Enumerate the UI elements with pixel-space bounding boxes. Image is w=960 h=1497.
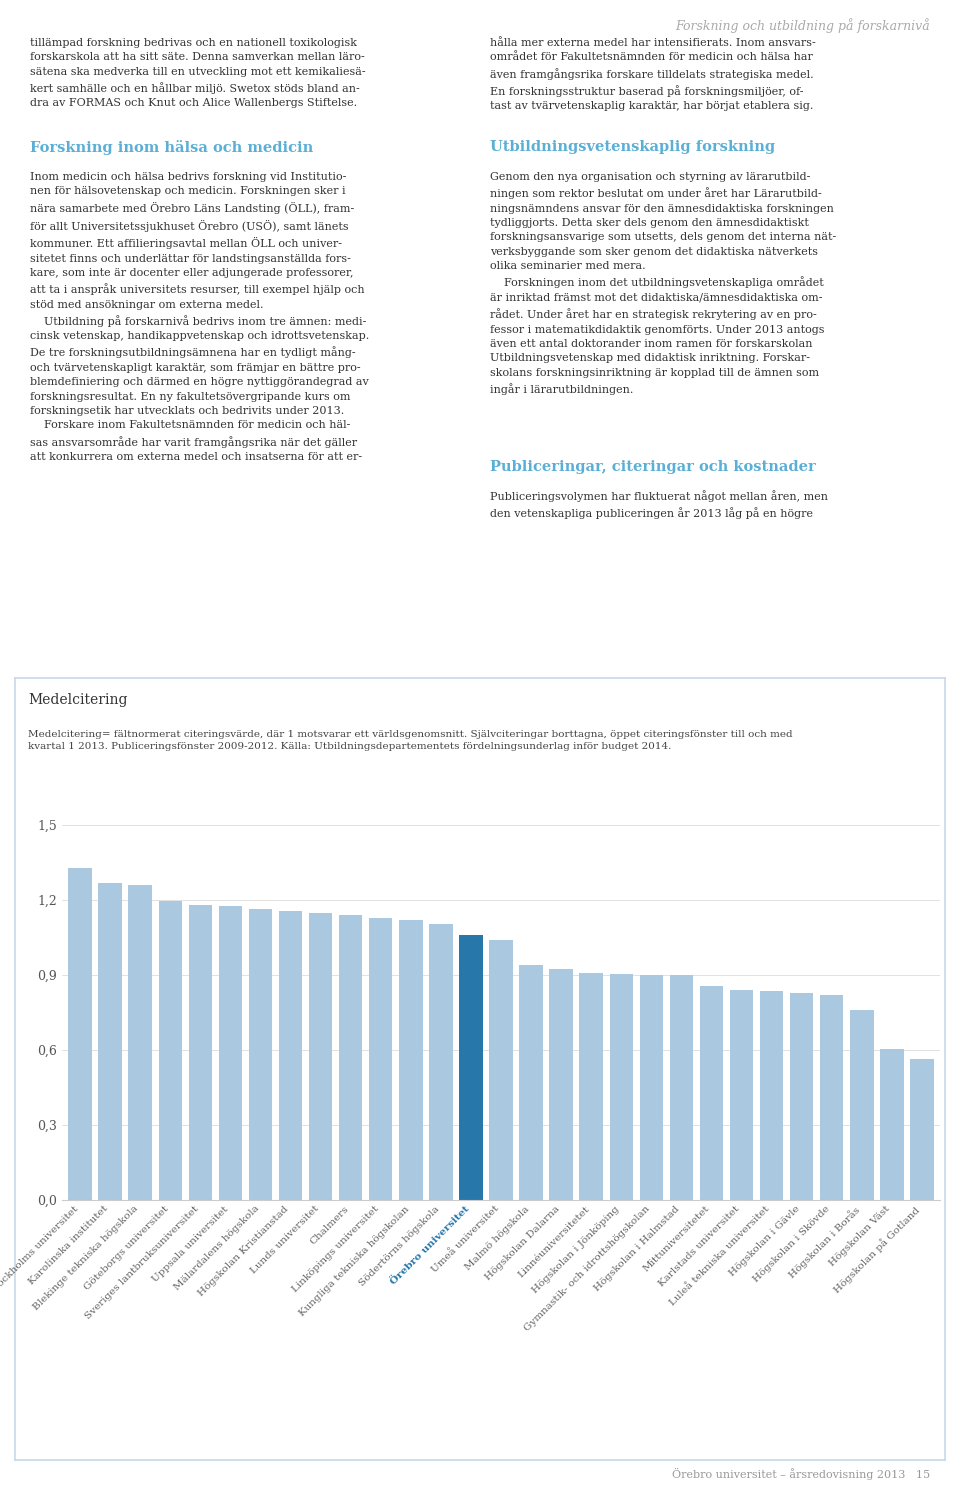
Text: Publiceringar, citeringar och kostnader: Publiceringar, citeringar och kostnader [490, 460, 816, 475]
Bar [851, 1010, 874, 1201]
Text: Utbildningsvetenskaplig forskning: Utbildningsvetenskaplig forskning [490, 141, 775, 154]
Bar [429, 924, 452, 1201]
Bar [129, 885, 152, 1201]
Bar [369, 918, 393, 1201]
Bar [68, 867, 92, 1201]
Bar [730, 990, 754, 1201]
Bar [158, 901, 182, 1201]
Bar [399, 921, 422, 1201]
Bar [490, 940, 513, 1201]
Bar [910, 1058, 934, 1201]
Bar [519, 966, 542, 1201]
Bar [760, 991, 783, 1201]
Bar [98, 883, 122, 1201]
Bar [249, 909, 273, 1201]
Text: Örebro universitet – årsredovisning 2013   15: Örebro universitet – årsredovisning 2013… [672, 1469, 930, 1481]
Bar [790, 993, 813, 1201]
Bar [549, 969, 573, 1201]
Bar [580, 973, 603, 1201]
Bar [880, 1049, 903, 1201]
Text: Genom den nya organisation och styrning av lärarutbild-
ningen som rektor beslut: Genom den nya organisation och styrning … [490, 172, 836, 395]
Bar [459, 936, 483, 1201]
Bar [339, 915, 362, 1201]
Bar [610, 973, 633, 1201]
Text: tillämpad forskning bedrivas och en nationell toxikologisk
forskarskola att ha s: tillämpad forskning bedrivas och en nati… [30, 37, 366, 108]
Text: Medelcitering: Medelcitering [28, 693, 128, 707]
Text: Inom medicin och hälsa bedrivs forskning vid Institutio-
nen för hälsovetenskap : Inom medicin och hälsa bedrivs forskning… [30, 172, 370, 463]
Bar [219, 906, 242, 1201]
Text: Medelcitering= fältnormerat citeringsvärde, där 1 motsvarar ett världsgenomsnitt: Medelcitering= fältnormerat citeringsvär… [28, 731, 793, 751]
Text: Publiceringsvolymen har fluktuerat något mellan åren, men
den vetenskapliga publ: Publiceringsvolymen har fluktuerat något… [490, 490, 828, 519]
Text: Forskning inom hälsa och medicin: Forskning inom hälsa och medicin [30, 141, 313, 156]
Bar [639, 975, 663, 1201]
Text: hålla mer externa medel har intensifierats. Inom ansvars-
området för Fakultetsn: hålla mer externa medel har intensifiera… [490, 37, 816, 111]
Bar [700, 987, 723, 1201]
Bar [188, 906, 212, 1201]
Bar [820, 996, 844, 1201]
Text: Forskning och utbildning på forskarnivå: Forskning och utbildning på forskarnivå [675, 18, 930, 33]
Bar [309, 913, 332, 1201]
Bar [670, 975, 693, 1201]
Bar [278, 912, 302, 1201]
